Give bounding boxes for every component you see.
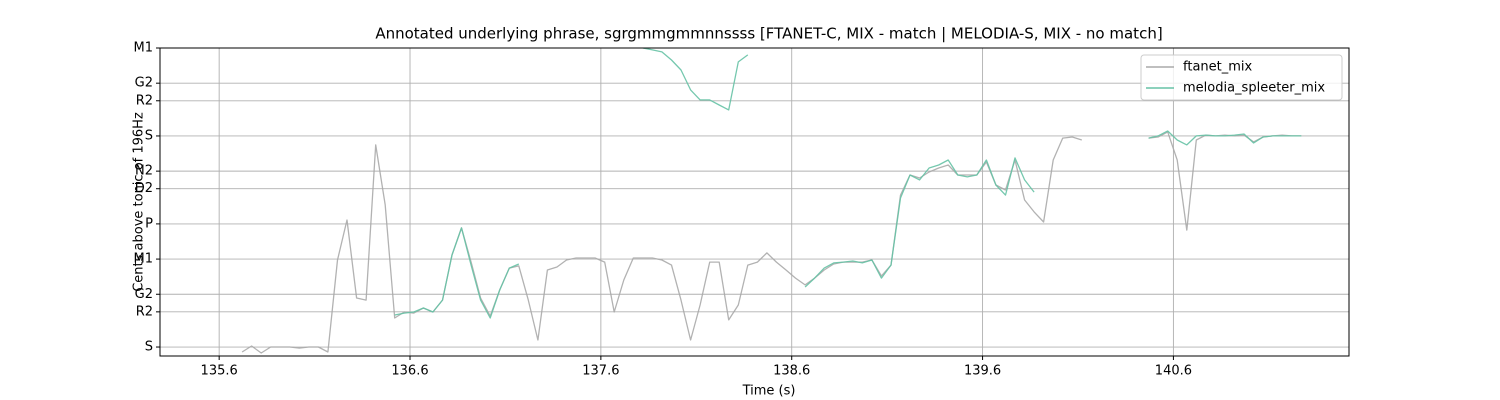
- x-tick-label: 139.6: [964, 364, 1001, 379]
- y-tick-label: R2: [136, 93, 153, 108]
- y-tick-label: R2: [136, 304, 153, 319]
- y-tick-label: G2: [135, 76, 153, 91]
- x-tick-label: 136.6: [391, 364, 428, 379]
- y-tick-label: M1: [134, 41, 154, 56]
- x-axis-label: Time (s): [742, 384, 796, 399]
- legend-label: ftanet_mix: [1183, 60, 1253, 75]
- y-tick-label: P: [145, 216, 153, 231]
- y-tick-label: N2: [135, 164, 153, 179]
- y-tick-label: D2: [135, 181, 153, 196]
- x-tick-label: 135.6: [201, 364, 238, 379]
- y-tick-label: G2: [135, 287, 153, 302]
- series-line: [394, 48, 1302, 319]
- legend-box: [1140, 54, 1343, 101]
- x-tick-label: 138.6: [773, 364, 810, 379]
- legend-label: melodia_spleeter_mix: [1183, 81, 1325, 96]
- y-tick-label: M1: [134, 252, 154, 267]
- chart-title: Annotated underlying phrase, sgrgmmgmmnn…: [375, 25, 1162, 43]
- legend: ftanet_mix melodia_spleeter_mix: [1140, 54, 1343, 101]
- y-tick-label: S: [145, 128, 153, 143]
- x-tick-label: 137.6: [582, 364, 619, 379]
- plot-area: [241, 48, 1302, 354]
- plot-frame: [159, 47, 1350, 357]
- x-tick-label: 140.6: [1155, 364, 1192, 379]
- y-tick-label: S: [145, 340, 153, 355]
- series-line: [241, 131, 1302, 354]
- y-axis-label: Cents above tonic of 196Hz: [132, 112, 147, 292]
